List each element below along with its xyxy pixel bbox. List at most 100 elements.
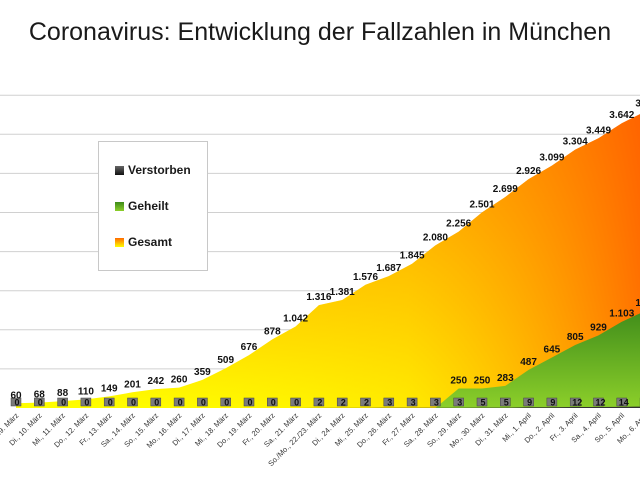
gesamt-data-label: 2.699 [493, 184, 518, 195]
gesamt-data-label: 3.449 [586, 125, 611, 136]
verstorben-marker [290, 397, 301, 407]
verstorben-marker [34, 397, 45, 407]
verstorben-marker [220, 397, 231, 407]
verstorben-marker [80, 397, 92, 407]
verstorben-marker [430, 397, 441, 407]
gesamt-data-label: 149 [101, 383, 118, 394]
verstorben-label: 3 [457, 398, 462, 408]
gesamt-data-label: 1.576 [353, 272, 378, 283]
legend-label-verstorben: Verstorben [128, 163, 191, 177]
verstorben-marker [546, 397, 558, 407]
verstorben-label: 0 [247, 398, 252, 408]
gesamt-data-label: 2.501 [469, 199, 494, 210]
geheilt-data-label: 487 [520, 357, 537, 368]
legend-item-verstorben: Verstorben [115, 162, 191, 178]
verstorben-marker [243, 397, 255, 407]
verstorben-label: 0 [131, 398, 136, 408]
verstorben-label: 14 [619, 398, 629, 408]
series-area-verstorben [16, 406, 640, 408]
verstorben-marker [197, 397, 208, 407]
gesamt-data-label: 1.316 [306, 292, 331, 303]
gesamt-data-label: 1.381 [330, 287, 355, 298]
verstorben-marker [336, 397, 348, 407]
verstorben-label: 9 [550, 398, 555, 408]
verstorben-marker [500, 397, 511, 407]
verstorben-marker [57, 397, 68, 407]
verstorben-marker [10, 397, 22, 407]
verstorben-marker [313, 397, 325, 407]
verstorben-label: 9 [527, 398, 532, 408]
verstorben-label: 0 [61, 398, 66, 408]
legend-label-gesamt: Gesamt [128, 235, 173, 249]
geheilt-data-label: 645 [544, 345, 561, 356]
verstorben-marker [360, 397, 371, 407]
verstorben-marker [616, 397, 628, 407]
gesamt-data-label: 3.79 [635, 99, 640, 110]
verstorben-marker [173, 397, 185, 407]
legend-item-gesamt: Gesamt [115, 234, 172, 250]
verstorben-label: 5 [480, 398, 485, 408]
geheilt-data-label: 929 [590, 322, 607, 333]
gesamt-data-label: 509 [217, 355, 234, 366]
verstorben-marker [569, 397, 581, 407]
verstorben-label: 0 [108, 398, 113, 408]
verstorben-label: 12 [595, 398, 605, 408]
legend-swatch-gesamt [115, 237, 124, 247]
geheilt-data-label: 283 [497, 373, 514, 384]
verstorben-marker [523, 397, 534, 407]
verstorben-label: 0 [224, 398, 229, 408]
gesamt-data-label: 878 [264, 326, 281, 337]
verstorben-label: 0 [154, 398, 159, 408]
series-area-gesamt-shade [16, 114, 640, 408]
verstorben-marker [453, 397, 464, 407]
verstorben-label: 0 [294, 398, 299, 408]
geheilt-data-label: 250 [450, 375, 467, 386]
gesamt-data-label: 2.926 [516, 166, 541, 177]
verstorben-label: 2 [317, 398, 322, 408]
geheilt-data-label: 250 [474, 375, 491, 386]
gesamt-data-label: 676 [241, 342, 258, 353]
gesamt-data-label: 1.845 [400, 251, 425, 262]
verstorben-label: 0 [84, 398, 89, 408]
gesamt-data-label: 60 [10, 390, 22, 401]
verstorben-label: 3 [434, 398, 439, 408]
verstorben-label: 0 [178, 398, 183, 408]
gesamt-data-label: 3.304 [563, 137, 588, 148]
legend-swatch-geheilt [115, 201, 124, 211]
verstorben-label: 0 [38, 398, 43, 408]
verstorben-label: 0 [201, 398, 206, 408]
verstorben-marker [406, 397, 418, 407]
verstorben-marker [476, 397, 488, 407]
verstorben-label: 0 [271, 398, 276, 408]
verstorben-marker [267, 397, 278, 407]
verstorben-label: 0 [14, 398, 19, 408]
gesamt-data-label: 3.099 [539, 153, 564, 164]
legend: Verstorben Geheilt Gesamt [98, 141, 208, 271]
legend-label-geheilt: Geheilt [128, 199, 169, 213]
verstorben-marker [127, 397, 138, 407]
verstorben-label: 3 [387, 398, 392, 408]
geheilt-data-label: 1.24 [635, 298, 640, 309]
gesamt-data-label: 110 [78, 386, 95, 397]
verstorben-label: 5 [504, 398, 509, 408]
gesamt-data-label: 2.256 [446, 219, 471, 230]
verstorben-marker [150, 397, 162, 407]
gesamt-data-label: 1.687 [376, 263, 401, 274]
verstorben-marker [103, 397, 115, 407]
gesamt-data-label: 260 [171, 375, 188, 386]
verstorben-marker [593, 397, 604, 407]
verstorben-label: 3 [411, 398, 416, 408]
legend-item-geheilt: Geheilt [115, 198, 169, 214]
verstorben-label: 2 [341, 398, 346, 408]
legend-swatch-verstorben [115, 165, 124, 175]
gesamt-data-label: 68 [34, 390, 46, 401]
gesamt-data-label: 242 [147, 376, 164, 387]
geheilt-data-label: 1.103 [609, 309, 634, 320]
gesamt-data-label: 201 [124, 379, 141, 390]
verstorben-marker [383, 397, 395, 407]
gesamt-data-label: 88 [57, 388, 69, 399]
